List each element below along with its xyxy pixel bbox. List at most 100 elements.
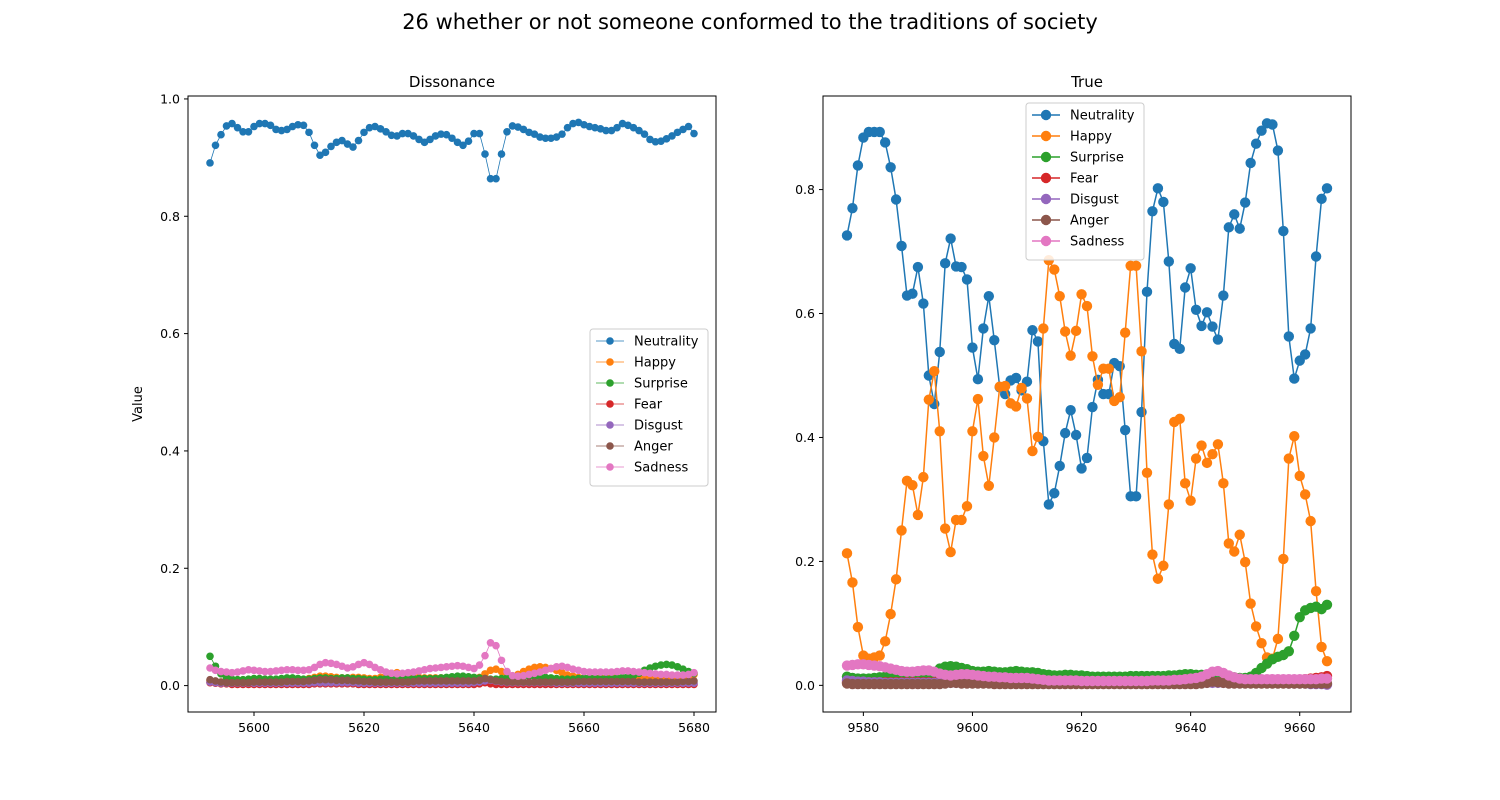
data-point [448, 677, 456, 685]
data-point [874, 650, 885, 661]
data-point [261, 678, 269, 686]
data-point [967, 342, 978, 353]
data-point [398, 669, 407, 678]
data-point [1294, 470, 1305, 482]
data-point [255, 678, 264, 686]
data-point [841, 230, 853, 241]
data-point [607, 677, 616, 686]
data-point [1223, 538, 1235, 549]
data-point [1016, 382, 1027, 394]
plot-frame [187, 95, 717, 713]
data-point [354, 136, 363, 145]
data-point [640, 678, 649, 686]
data-point [398, 678, 407, 686]
data-point [1256, 638, 1267, 649]
legend-marker [1040, 214, 1052, 226]
data-point [305, 128, 313, 137]
data-point [983, 290, 995, 302]
data-point [492, 174, 500, 183]
data-point [481, 150, 489, 158]
data-point [673, 678, 682, 686]
legend-item: Neutrality [596, 335, 699, 350]
data-point [228, 668, 236, 677]
data-point [1174, 343, 1185, 355]
data-point [1043, 499, 1055, 510]
data-point [244, 665, 253, 674]
data-point [679, 677, 687, 686]
data-point [382, 127, 390, 136]
legend-marker [1040, 130, 1052, 142]
data-point [580, 667, 588, 676]
data-point [690, 129, 698, 138]
y-tick-label: 0.8 [795, 182, 815, 197]
data-point [503, 678, 511, 686]
data-point [277, 666, 286, 675]
data-point [918, 298, 929, 309]
data-point [852, 160, 864, 171]
data-point [431, 664, 440, 672]
data-point [1059, 326, 1071, 337]
data-point [376, 678, 385, 686]
data-point [939, 258, 951, 269]
y-axis-label: Value [131, 386, 146, 422]
data-point [956, 514, 967, 526]
data-point [453, 661, 462, 670]
data-point [967, 426, 978, 437]
legend-label: Happy [634, 356, 676, 371]
data-point [228, 119, 236, 128]
legend-label: Sadness [1070, 235, 1124, 250]
data-point [448, 662, 456, 671]
data-point [1130, 491, 1142, 502]
chart-panel-1: 9580 9600 9620 9640 9660 0.0 0.2 0.4 0.6 0.8 True N… [795, 73, 1352, 735]
data-point [464, 137, 473, 145]
data-point [852, 621, 864, 633]
data-point [519, 678, 528, 686]
y-tick-label: 0.2 [795, 554, 815, 569]
data-point [1010, 372, 1022, 384]
series-anger [206, 674, 698, 687]
data-point [1316, 641, 1327, 653]
data-point [211, 141, 220, 150]
data-point [442, 677, 451, 685]
data-point [563, 678, 572, 686]
legend-marker [606, 400, 614, 408]
data-point [288, 665, 297, 674]
data-point [591, 668, 599, 676]
legend-marker [1040, 193, 1052, 205]
data-point [321, 658, 330, 667]
data-point [896, 240, 907, 252]
data-point [360, 128, 368, 137]
data-point [918, 471, 929, 483]
legend-item: Disgust [1032, 193, 1119, 208]
data-point [1136, 406, 1147, 418]
x-tick-label: 9600 [957, 720, 989, 735]
data-point [426, 664, 434, 673]
data-point [387, 669, 396, 678]
data-point [354, 677, 363, 685]
legend-item: Sadness [1032, 235, 1124, 250]
data-point [563, 123, 572, 132]
series-happy [841, 255, 1333, 667]
legend-label: Fear [1070, 172, 1099, 187]
data-point [874, 126, 885, 138]
legend-item: Surprise [596, 377, 688, 392]
legend-label: Neutrality [634, 335, 699, 350]
data-point [453, 677, 462, 685]
data-point [310, 141, 319, 150]
data-point [299, 666, 308, 675]
legend-label: Surprise [634, 377, 688, 392]
data-point [426, 677, 434, 685]
data-point [934, 426, 945, 437]
data-point [266, 121, 275, 130]
data-point [365, 677, 374, 686]
data-point [294, 677, 302, 686]
data-point [847, 202, 858, 214]
data-point [972, 393, 984, 405]
data-point [999, 380, 1011, 392]
x-tick-label: 5620 [348, 720, 380, 735]
data-point [1256, 125, 1267, 136]
data-point [657, 670, 665, 679]
legend-marker [606, 421, 614, 429]
data-point [662, 670, 671, 679]
data-point [580, 677, 588, 686]
